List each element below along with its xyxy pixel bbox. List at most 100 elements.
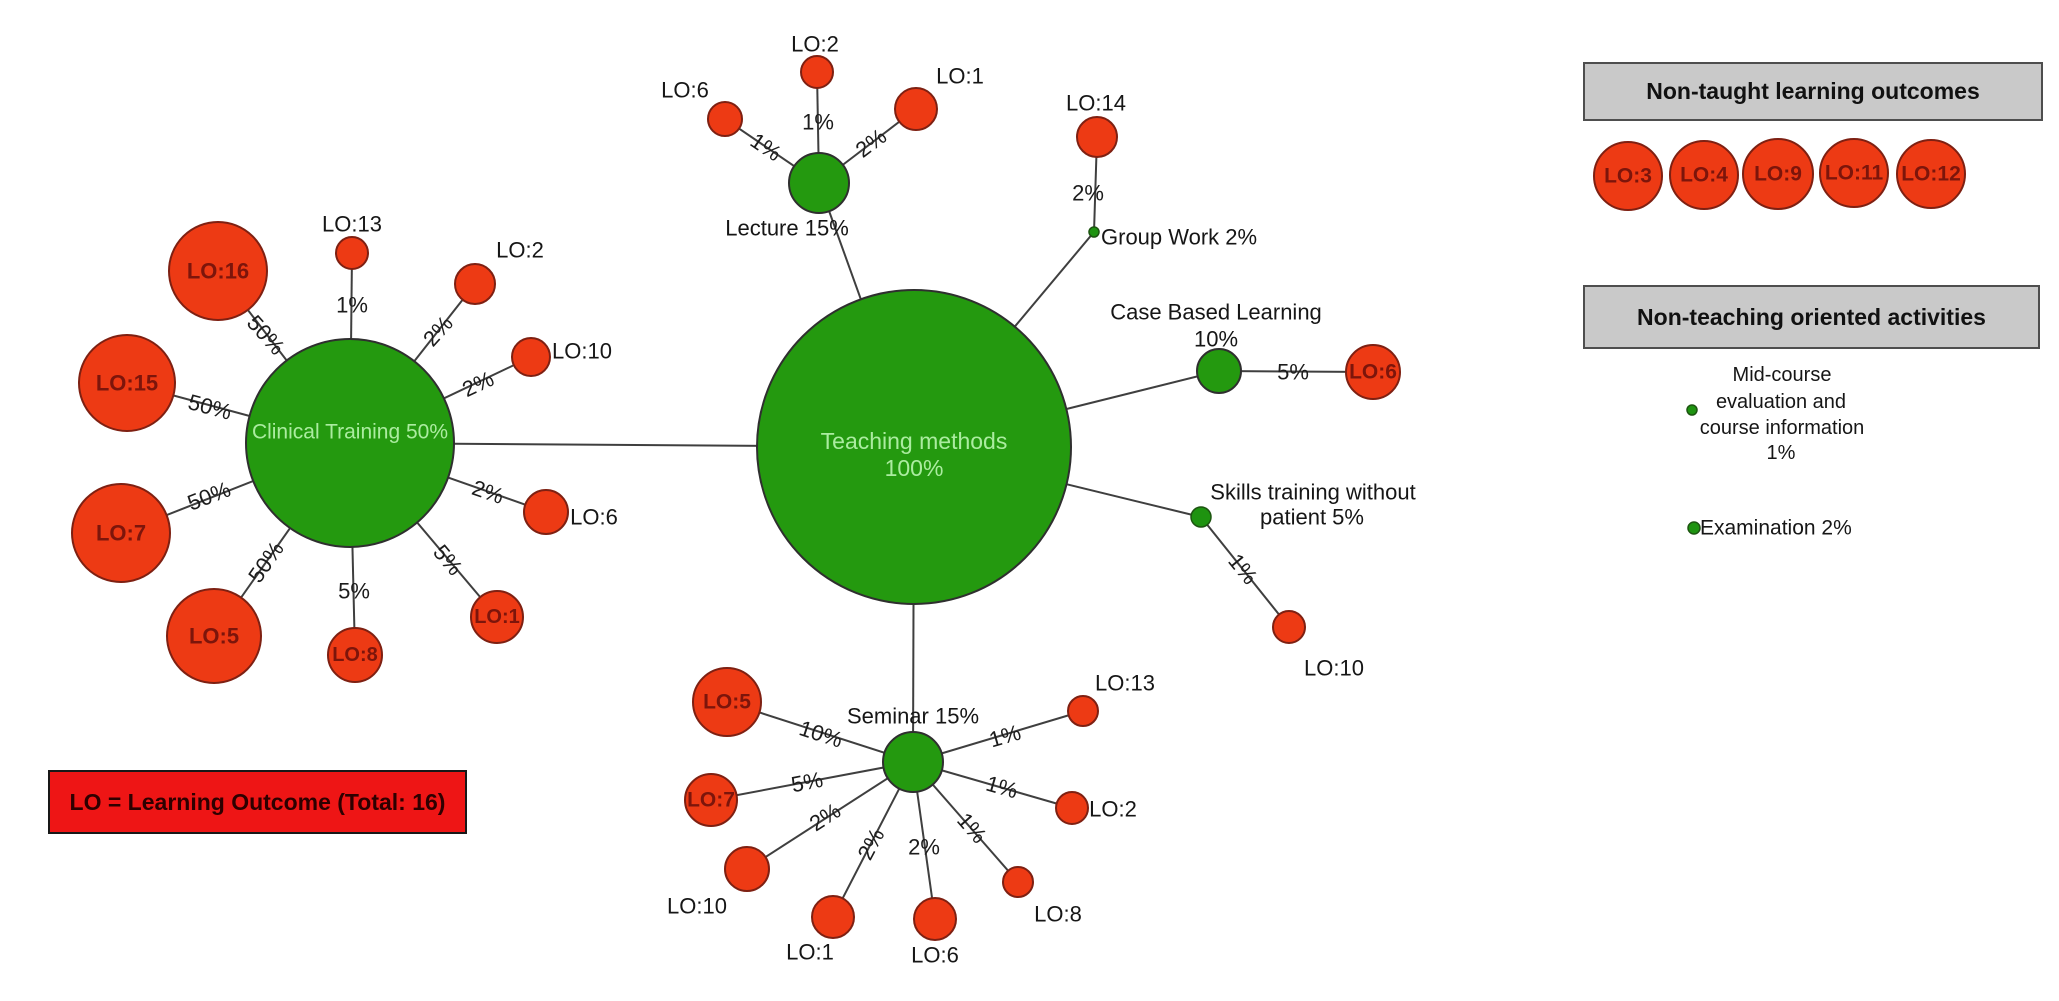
examination-label: Examination 2%: [1700, 517, 1852, 540]
node-lo2-sem: [1055, 791, 1089, 825]
node-tm-text-0: Teaching methods: [821, 428, 1008, 454]
edge-label-clinical-lo16: 50%: [242, 310, 290, 359]
node-lo1-cl: [470, 590, 524, 644]
node-lo3-legend-text-0: LO:3: [1604, 165, 1652, 188]
label-lo6-cl: LO:6: [570, 505, 618, 530]
node-lo5-sem: [692, 667, 762, 737]
node-lo1-lec: [894, 87, 938, 131]
cbl-label-line2: 10%: [1194, 327, 1238, 352]
node-lo16-text-0: LO:16: [187, 259, 249, 284]
node-lo8-cl: [327, 627, 383, 683]
edge-label-clinical-lo7-cl: 50%: [184, 476, 234, 515]
label-lecture: Lecture 15%: [725, 216, 849, 241]
legend-non-teaching-title: Non-teaching oriented activities: [1637, 303, 1986, 330]
note-box: LO = Learning Outcome (Total: 16): [48, 770, 467, 834]
note-text: LO = Learning Outcome (Total: 16): [69, 788, 446, 815]
node-seminar: [882, 731, 944, 793]
edge-label-seminar-lo6-sem: 2%: [908, 835, 940, 860]
node-lo14: [1076, 116, 1118, 158]
edge-seminar-lo7-sem: [710, 761, 914, 801]
node-lo7-cl-text-0: LO:7: [96, 521, 146, 546]
label-lo2-cl: LO:2: [496, 238, 544, 263]
edge-label-clinical-lo5-cl: 50%: [243, 537, 289, 587]
label-lo6-lec: LO:6: [661, 78, 709, 103]
edge-label-skills-lo10-skills: 1%: [1223, 549, 1262, 589]
label-lo10-skills: LO:10: [1304, 656, 1364, 681]
midcourse-label-line4: 1%: [1767, 442, 1796, 464]
node-midcourse-dot: [1686, 404, 1698, 416]
skills-label-line2: patient 5%: [1260, 505, 1364, 530]
node-lo7-sem: [684, 773, 738, 827]
skills-label-line1: Skills training without: [1210, 480, 1415, 505]
label-groupwork: Group Work 2%: [1101, 225, 1257, 250]
edge-label-lecture-lo2-lec: 1%: [802, 110, 834, 135]
node-lo6-sem: [913, 897, 957, 941]
node-tm: [756, 289, 1072, 605]
label-lo6-sem: LO:6: [911, 943, 959, 968]
nodes-layer: [71, 55, 1966, 941]
node-clinical: [245, 338, 455, 548]
node-lecture: [788, 152, 850, 214]
edge-label-seminar-lo10-sem: 2%: [805, 798, 845, 836]
node-lo10-cl: [511, 337, 551, 377]
edge-skills-lo10-skills: [1200, 516, 1290, 628]
node-lo10-skills: [1272, 610, 1306, 644]
node-lo2-lec: [800, 55, 834, 89]
label-lo2-lec: LO:2: [791, 32, 839, 57]
node-lo8-cl-text-0: LO:8: [332, 644, 378, 666]
edge-label-clinical-lo2-cl: 2%: [418, 311, 458, 351]
edge-label-lecture-lo1-lec: 2%: [851, 123, 891, 162]
node-tm-text-1: 100%: [885, 455, 944, 481]
label-lo14: LO:14: [1066, 91, 1126, 116]
node-lo6-cl: [523, 489, 569, 535]
node-clinical-text-0: Clinical Training 50%: [252, 421, 448, 444]
node-lo13-sem: [1067, 695, 1099, 727]
node-lo9-legend: [1742, 138, 1814, 210]
node-groupwork: [1088, 226, 1100, 238]
edge-label-lo14-groupwork: 2%: [1072, 181, 1104, 206]
node-lo7-sem-text-0: LO:7: [687, 789, 735, 812]
edge-label-seminar-lo5-sem: 10%: [796, 715, 846, 752]
edge-label-seminar-lo13-sem: 1%: [986, 720, 1023, 753]
node-lo5-cl-text-0: LO:5: [189, 624, 239, 649]
node-lo6-lec: [707, 101, 743, 137]
edge-label-clinical-lo13-cl: 1%: [336, 293, 368, 318]
node-skills: [1190, 506, 1212, 528]
node-lo15: [78, 334, 176, 432]
edge-label-clinical-lo8-cl: 5%: [338, 579, 370, 604]
edge-label-clinical-lo10-cl: 2%: [458, 366, 497, 402]
node-lo6-cbl-text-0: LO:6: [1349, 361, 1397, 384]
label-lo10-cl: LO:10: [552, 339, 612, 364]
node-lo2-cl: [454, 263, 496, 305]
edge-label-seminar-lo7-sem: 5%: [789, 767, 825, 798]
midcourse-label-line3: course information: [1700, 417, 1865, 439]
node-lo10-sem: [724, 846, 770, 892]
node-lo6-cbl: [1345, 344, 1401, 400]
node-lo7-cl: [71, 483, 171, 583]
node-lo15-text-0: LO:15: [96, 371, 158, 396]
node-lo16: [168, 221, 268, 321]
node-lo12-legend-text-0: LO:12: [1901, 163, 1961, 186]
edge-seminar-lo10-sem: [746, 761, 914, 870]
label-lo1-sem: LO:1: [786, 940, 834, 965]
node-lo11-legend-text-0: LO:11: [1825, 162, 1884, 185]
edge-label-clinical-lo15: 50%: [185, 389, 234, 425]
node-lo5-sem-text-0: LO:5: [703, 691, 751, 714]
label-lo8-sem: LO:8: [1034, 902, 1082, 927]
node-lo11-legend: [1819, 138, 1889, 208]
node-lo1-sem: [811, 895, 855, 939]
node-lo13-cl: [335, 236, 369, 270]
node-lo1-cl-text-0: LO:1: [474, 606, 520, 628]
node-lo9-legend-text-0: LO:9: [1754, 163, 1802, 186]
legend-non-taught-header: Non-taught learning outcomes: [1583, 62, 2043, 121]
midcourse-label-line1: Mid-course: [1733, 364, 1832, 386]
node-lo12-legend: [1896, 139, 1966, 209]
node-lo4-legend: [1669, 140, 1739, 210]
node-lo4-legend-text-0: LO:4: [1680, 164, 1728, 187]
label-seminar: Seminar 15%: [847, 704, 979, 729]
node-cbl: [1196, 348, 1242, 394]
cbl-label-line1: Case Based Learning: [1110, 300, 1322, 325]
node-lo3-legend: [1593, 141, 1663, 211]
